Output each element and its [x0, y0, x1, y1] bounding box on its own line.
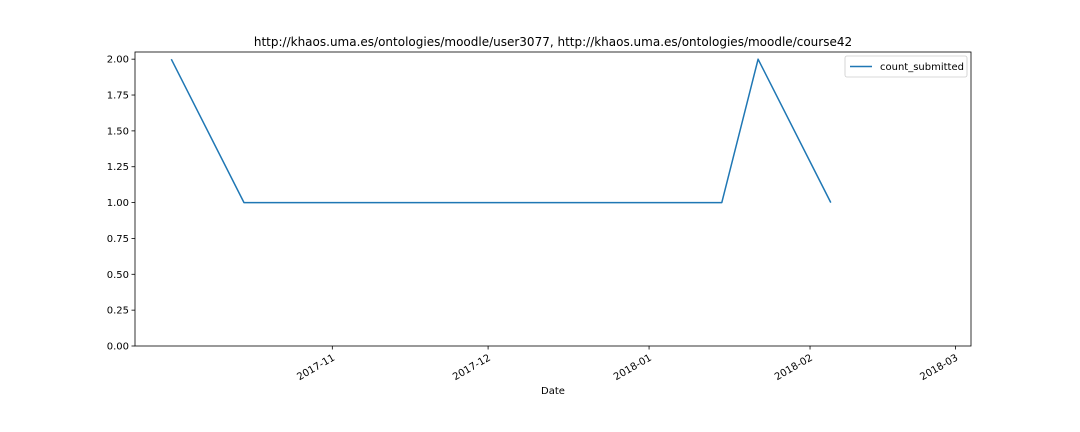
legend-frame — [844, 55, 968, 78]
y-tick-label: 1.50 — [107, 126, 129, 137]
y-tick-label: 0.25 — [107, 306, 129, 317]
y-tick-label: 1.75 — [107, 91, 129, 102]
x-tick-label: 2018-02 — [773, 353, 815, 383]
y-tick-label: 0.00 — [107, 342, 129, 353]
plot-area — [170, 58, 832, 204]
x-tick-label: 2017-12 — [451, 353, 493, 383]
legend-label: count_submitted — [880, 62, 964, 73]
x-tick-label: 2017-11 — [295, 353, 337, 383]
y-tick-label: 0.50 — [107, 270, 129, 281]
x-axis: 2017-11 2017-12 2018-01 2018-02 2018-03 — [295, 346, 960, 383]
y-tick-label: 2.00 — [107, 55, 129, 66]
plot-frame — [134, 51, 972, 347]
y-tick-label: 1.25 — [107, 162, 129, 173]
legend: count_submitted — [844, 55, 968, 78]
y-tick-label: 1.00 — [107, 198, 129, 209]
series-line — [170, 58, 832, 204]
y-tick-label: 0.75 — [107, 234, 129, 245]
y-axis: 0.00 0.25 0.50 0.75 1.00 1.25 1.50 1.75 2.00 — [107, 55, 135, 353]
chart-title: http://khaos.uma.es/ontologies/moodle/us… — [254, 35, 852, 49]
x-tick-label: 2018-01 — [612, 353, 654, 383]
x-tick-label: 2018-03 — [918, 353, 960, 383]
x-axis-label: Date — [541, 386, 565, 397]
